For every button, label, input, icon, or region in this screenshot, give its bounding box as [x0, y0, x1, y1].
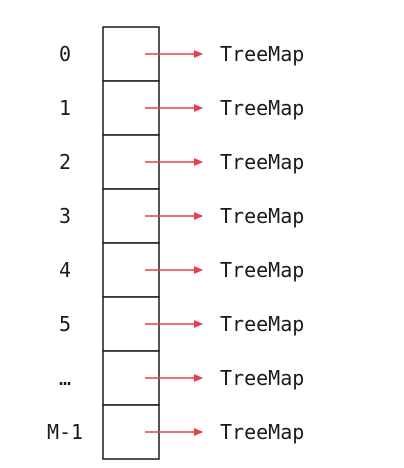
bucket-arrows [145, 50, 203, 436]
treemap-label: TreeMap [220, 312, 305, 336]
bucket-index-label: … [58, 366, 72, 390]
treemap-label: TreeMap [220, 258, 305, 282]
bucket-index-label: 0 [58, 42, 72, 66]
treemap-label: TreeMap [220, 204, 305, 228]
treemap-label: TreeMap [220, 420, 305, 444]
treemap-label: TreeMap [220, 42, 305, 66]
treemap-label: TreeMap [220, 150, 305, 174]
bucket-index-label: 4 [58, 258, 72, 282]
bucket-index-label: 1 [58, 96, 72, 120]
treemap-label: TreeMap [220, 96, 305, 120]
treemap-label: TreeMap [220, 366, 305, 390]
bucket-cells [102, 26, 160, 460]
bucket-index-label: M-1 [46, 420, 84, 444]
bucket-index-label: 5 [58, 312, 72, 336]
bucket-index-label: 2 [58, 150, 72, 174]
bucket-index-label: 3 [58, 204, 72, 228]
